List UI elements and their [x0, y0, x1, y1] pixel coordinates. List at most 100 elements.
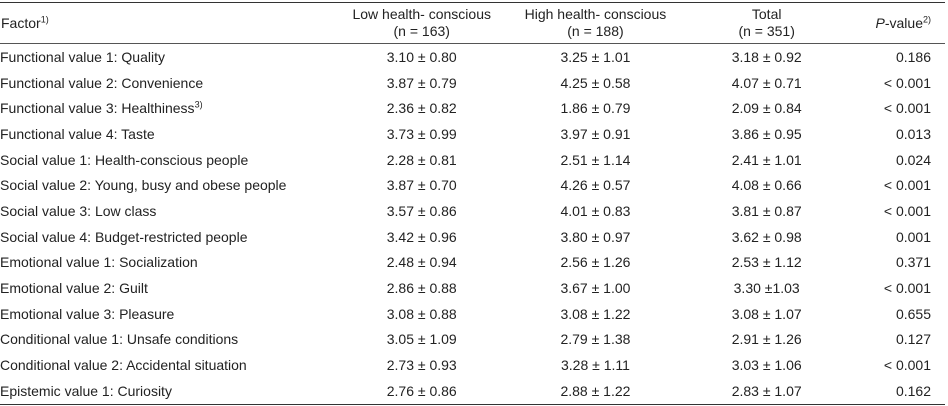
cell-factor-text: Epistemic value 1: Curiosity — [0, 382, 172, 399]
cell-pvalue: 0.013 — [845, 121, 945, 147]
cell-high-text: 4.01 ± 0.83 — [560, 202, 631, 219]
cell-high: 2.56 ± 1.26 — [503, 250, 689, 276]
cell-high-text: 4.25 ± 0.58 — [560, 74, 631, 91]
cell-pvalue-text: < 0.001 — [883, 177, 931, 194]
cell-high: 4.26 ± 0.57 — [503, 172, 689, 198]
cell-low-text: 2.76 ± 0.86 — [386, 382, 457, 399]
cell-high: 4.01 ± 0.83 — [503, 198, 689, 224]
table-row: Epistemic value 1: Curiosity 2.76 ± 0.86 2… — [0, 377, 945, 405]
cell-factor-text: Emotional value 1: Socialization — [0, 254, 198, 271]
cell-low: 3.42 ± 0.96 — [341, 224, 503, 250]
cell-pvalue-text: 0.371 — [895, 254, 931, 271]
cell-pvalue: 0.162 — [845, 377, 945, 405]
cell-factor-text: Functional value 3: Healthiness — [0, 100, 195, 117]
cell-high: 3.28 ± 1.11 — [503, 352, 689, 378]
cell-factor: Functional value 2: Convenience — [0, 70, 341, 96]
cell-factor-text: Emotional value 2: Guilt — [0, 280, 148, 297]
cell-pvalue-text: < 0.001 — [883, 100, 931, 117]
header-p-rest: -value — [884, 14, 923, 31]
cell-pvalue: 0.186 — [845, 44, 945, 70]
cell-low-text: 2.73 ± 0.93 — [386, 357, 457, 374]
cell-factor-text: Conditional value 1: Unsafe conditions — [0, 331, 239, 348]
cell-high: 3.67 ± 1.00 — [503, 275, 689, 301]
cell-high: 3.80 ± 0.97 — [503, 224, 689, 250]
cell-low-text: 3.05 ± 1.09 — [386, 331, 457, 348]
cell-total-text: 3.86 ± 0.95 — [731, 125, 802, 142]
cell-total-text: 3.08 ± 1.07 — [731, 305, 802, 322]
cell-low: 2.73 ± 0.93 — [341, 352, 503, 378]
cell-high: 4.25 ± 0.58 — [503, 70, 689, 96]
table-row: Functional value 1: Quality 3.10 ± 0.80 3.… — [0, 44, 945, 70]
cell-factor: Functional value 4: Taste — [0, 121, 341, 147]
cell-factor: Social value 3: Low class — [0, 198, 341, 224]
cell-low-text: 2.86 ± 0.88 — [386, 280, 457, 297]
cell-total-text: 4.07 ± 0.71 — [731, 74, 802, 91]
cell-high-text: 1.86 ± 0.79 — [560, 100, 631, 117]
cell-total: 3.81 ± 0.87 — [688, 198, 845, 224]
cell-high-text: 4.26 ± 0.57 — [560, 177, 631, 194]
cell-total-text: 3.03 ± 1.06 — [731, 357, 802, 374]
cell-low: 3.87 ± 0.79 — [341, 70, 503, 96]
cell-high: 1.86 ± 0.79 — [503, 95, 689, 121]
cell-total: 3.62 ± 0.98 — [688, 224, 845, 250]
cell-high: 2.51 ± 1.14 — [503, 147, 689, 173]
cell-total: 2.41 ± 1.01 — [688, 147, 845, 173]
cell-high-text: 3.25 ± 1.01 — [560, 48, 631, 65]
cell-pvalue-text: < 0.001 — [883, 357, 931, 374]
cell-factor: Conditional value 1: Unsafe conditions — [0, 327, 341, 353]
cell-pvalue-text: < 0.001 — [883, 202, 931, 219]
cell-factor-text: Social value 2: Young, busy and obese pe… — [0, 177, 287, 194]
cell-pvalue: < 0.001 — [845, 275, 945, 301]
table-row: Emotional value 1: Socialization 2.48 ± 0… — [0, 250, 945, 276]
header-total-n: (n = 351) — [738, 23, 795, 39]
cell-high-text: 3.80 ± 0.97 — [560, 228, 631, 245]
cell-high-text: 3.28 ± 1.11 — [560, 357, 630, 374]
cell-total-text: 3.18 ± 0.92 — [731, 48, 802, 65]
cell-low-text: 3.87 ± 0.70 — [386, 177, 457, 194]
cell-low: 3.57 ± 0.86 — [341, 198, 503, 224]
cell-pvalue: < 0.001 — [845, 198, 945, 224]
cell-factor-footnote: 3) — [194, 99, 203, 110]
cell-low-text: 3.08 ± 0.88 — [386, 305, 457, 322]
table-row: Emotional value 3: Pleasure 3.08 ± 0.88 3.… — [0, 301, 945, 327]
cell-total-text: 2.83 ± 1.07 — [731, 382, 802, 399]
cell-pvalue-text: 0.013 — [895, 125, 931, 142]
cell-total: 2.09 ± 0.84 — [688, 95, 845, 121]
cell-factor-text: Functional value 1: Quality — [0, 48, 165, 65]
header-high: High health- conscious (n = 188) — [502, 2, 689, 44]
cell-low-text: 3.87 ± 0.79 — [386, 74, 457, 91]
cell-low: 3.10 ± 0.80 — [341, 44, 503, 70]
cell-high: 2.88 ± 1.22 — [502, 377, 689, 405]
table-row: Functional value 4: Taste 3.73 ± 0.99 3.97… — [0, 121, 945, 147]
cell-pvalue: < 0.001 — [845, 95, 945, 121]
cell-total: 2.91 ± 1.26 — [688, 327, 845, 353]
cell-factor: Social value 2: Young, busy and obese pe… — [0, 172, 341, 198]
cell-pvalue-text: 0.162 — [895, 382, 931, 399]
cell-low: 2.36 ± 0.82 — [341, 95, 503, 121]
table-row: Social value 3: Low class 3.57 ± 0.86 4.01… — [0, 198, 945, 224]
cell-factor: Social value 4: Budget-restricted people — [0, 224, 341, 250]
cell-total-text: 2.09 ± 0.84 — [731, 100, 802, 117]
header-p-footnote: 2) — [922, 13, 931, 24]
cell-pvalue: < 0.001 — [845, 70, 945, 96]
cell-factor: Functional value 1: Quality — [0, 44, 341, 70]
cell-factor: Conditional value 2: Accidental situatio… — [0, 352, 341, 378]
header-pvalue: P-value2) — [845, 2, 945, 44]
cell-high-text: 3.67 ± 1.00 — [560, 280, 631, 297]
cell-pvalue-text: 0.001 — [895, 228, 931, 245]
cell-pvalue: 0.371 — [845, 250, 945, 276]
cell-low: 3.08 ± 0.88 — [341, 301, 503, 327]
cell-low: 2.86 ± 0.88 — [341, 275, 503, 301]
table-row: Conditional value 2: Accidental situatio… — [0, 352, 945, 378]
cell-pvalue: 0.024 — [845, 147, 945, 173]
cell-factor: Emotional value 2: Guilt — [0, 275, 341, 301]
cell-low-text: 3.42 ± 0.96 — [386, 228, 457, 245]
cell-factor: Emotional value 3: Pleasure — [0, 301, 341, 327]
cell-factor-text: Social value 4: Budget-restricted people — [0, 228, 248, 245]
cell-factor: Emotional value 1: Socialization — [0, 250, 341, 276]
table-row: Social value 1: Health-conscious people 2… — [0, 147, 945, 173]
cell-low: 3.05 ± 1.09 — [341, 327, 503, 353]
cell-high-text: 2.79 ± 1.38 — [560, 331, 631, 348]
header-factor-label: Factor — [1, 14, 41, 31]
